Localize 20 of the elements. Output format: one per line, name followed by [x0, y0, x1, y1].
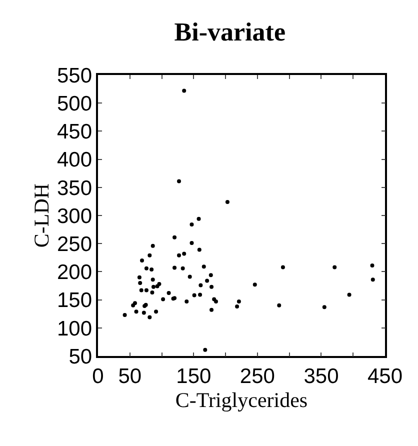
y-tick-label: 200 [57, 261, 92, 284]
y-axis-title: C-LDH [30, 183, 54, 248]
x-tick-label: 0 [92, 364, 104, 388]
y-tick-label: 300 [57, 204, 92, 228]
x-tick-label: 450 [367, 364, 403, 388]
x-axis-title: C-Triglycerides [175, 388, 308, 412]
y-tick-label: 350 [57, 176, 92, 200]
y-tick-label: 250 [57, 232, 92, 256]
x-tick-label: 50 [118, 364, 142, 388]
chart-title: Bi-variate [174, 18, 286, 46]
x-tick-label: 250 [240, 364, 275, 388]
y-tick-label: 50 [68, 345, 92, 368]
x-tick-label: 150 [176, 364, 212, 388]
y-tick-label: 500 [57, 92, 92, 116]
y-tick-label: 550 [57, 64, 92, 88]
x-tick-label: 350 [304, 364, 339, 388]
y-tick-label: 400 [57, 148, 92, 172]
y-tick-label: 450 [57, 120, 92, 144]
y-tick-label: 150 [57, 289, 92, 312]
y-tick-label: 100 [57, 317, 92, 340]
